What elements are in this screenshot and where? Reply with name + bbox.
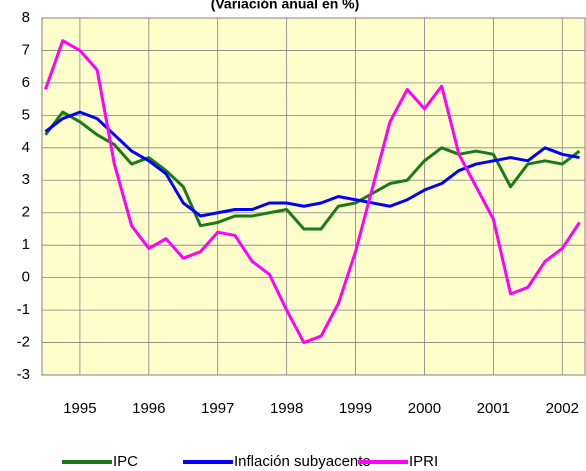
x-tick-label: 2002 — [546, 400, 579, 417]
x-tick-label: 2000 — [408, 400, 441, 417]
line-series — [44, 110, 581, 231]
chart-title: (Variación anual en %) — [211, 0, 360, 12]
y-tick-label: 5 — [22, 106, 30, 123]
y-tick-label: -2 — [17, 334, 30, 351]
x-tick-label: 2001 — [477, 400, 510, 417]
y-tick-label: 6 — [22, 74, 30, 91]
x-tick-label: 1996 — [132, 400, 165, 417]
y-tick-label: 7 — [22, 41, 30, 58]
y-tick-label: 2 — [22, 204, 30, 221]
y-tick-label: 8 — [22, 9, 30, 26]
x-tick-label: 1997 — [201, 400, 234, 417]
plot-area — [41, 17, 586, 376]
x-tick-label: 1999 — [339, 400, 372, 417]
y-tick-label: -1 — [17, 301, 30, 318]
y-tick-label: -3 — [17, 366, 30, 383]
legend-label: IPRI — [409, 453, 438, 470]
legend-label: IPC — [113, 453, 138, 470]
x-tick-label: 1995 — [63, 400, 96, 417]
y-tick-label: 3 — [22, 171, 30, 188]
x-tick-label: 1998 — [270, 400, 303, 417]
y-tick-label: 0 — [22, 269, 30, 286]
legend-label: Inflación subyacente — [234, 453, 371, 470]
y-tick-label: 4 — [22, 139, 30, 156]
line-series — [44, 39, 581, 345]
y-tick-label: 1 — [22, 236, 30, 253]
line-series — [44, 110, 580, 218]
